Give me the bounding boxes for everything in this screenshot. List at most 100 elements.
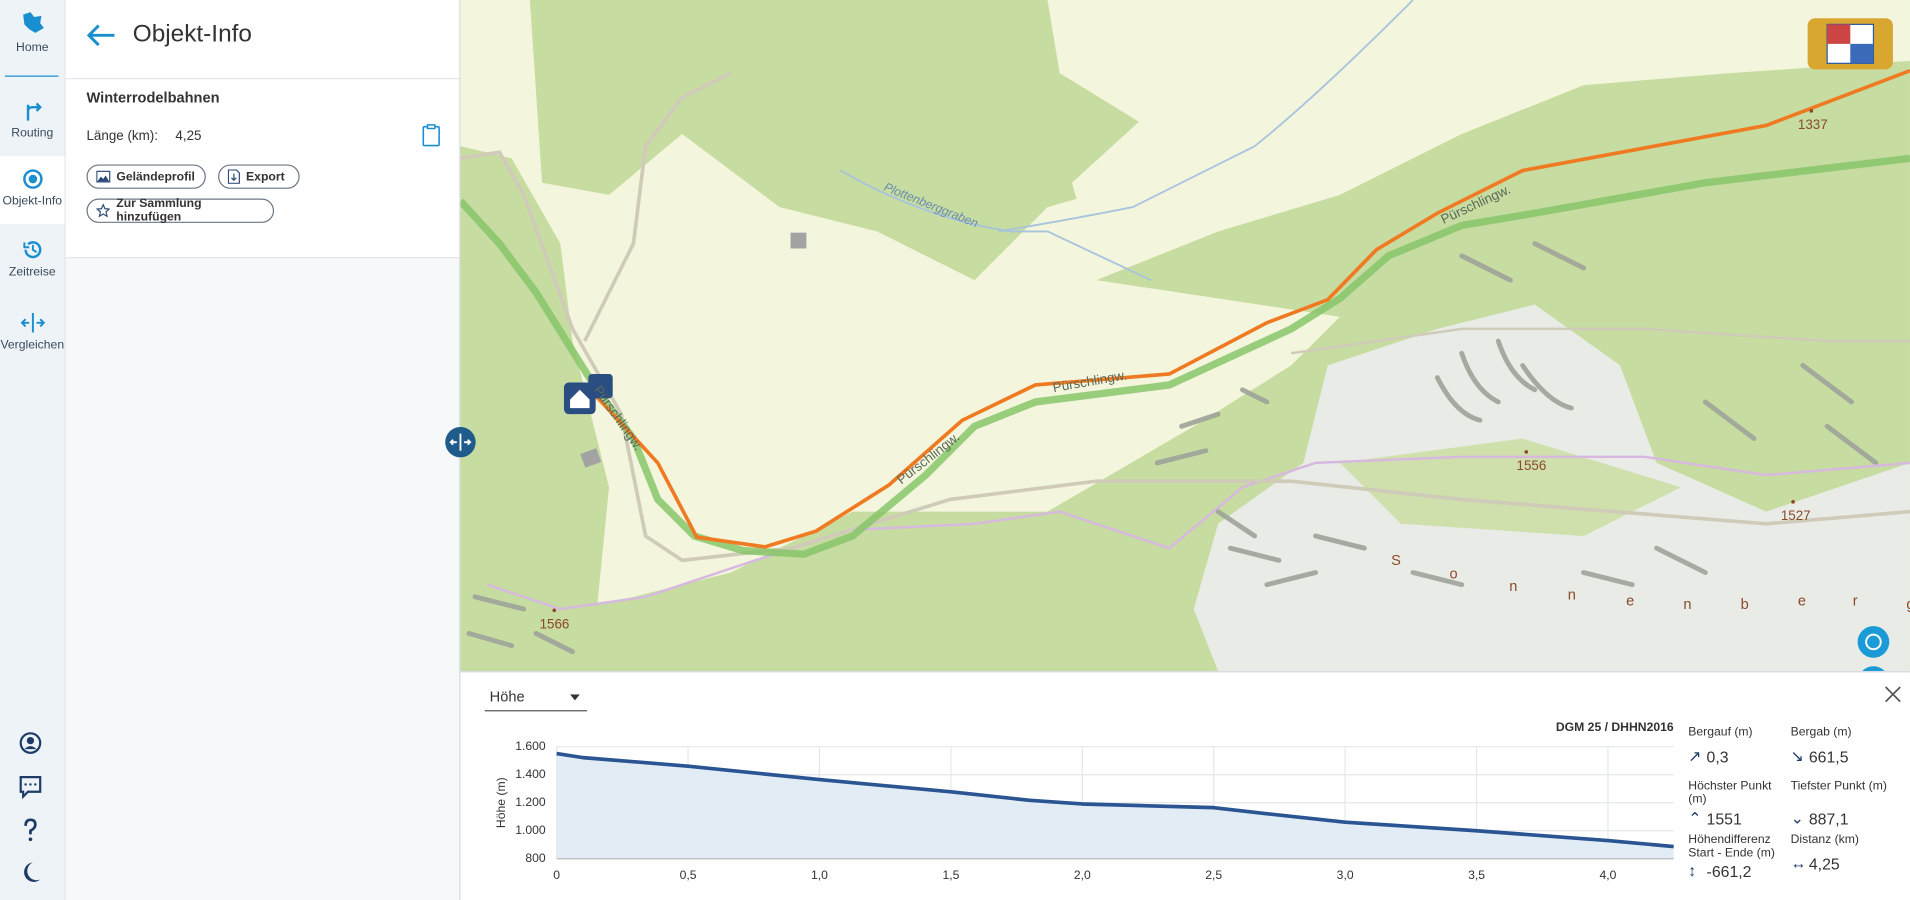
nav-label: Vergleichen xyxy=(0,338,65,353)
x-tick-label: 3,5 xyxy=(1468,868,1485,882)
x-tick-label: 1,5 xyxy=(942,868,959,882)
sled-track[interactable] xyxy=(460,154,1910,558)
elevation-chart: 800 1.000 1.200 1.400 1.600 0 0,5 1,0 1,5 2,0 2,5 3… xyxy=(494,739,1674,882)
stat-label: Höchster Punkt (m) xyxy=(1688,779,1772,807)
x-tick-label: 0,5 xyxy=(680,868,697,882)
y-tick-label: 1.000 xyxy=(515,823,546,837)
rock-hatching xyxy=(466,241,1879,655)
route[interactable] xyxy=(583,68,1910,549)
letter: g xyxy=(1906,597,1910,613)
stat-icon: ⌃ xyxy=(1688,808,1702,828)
y-tick-label: 800 xyxy=(525,851,546,865)
divider xyxy=(65,77,460,80)
button-label: Zur Sammlung hinzufügen xyxy=(116,197,202,225)
stat-label: Distanz (km) xyxy=(1790,833,1859,847)
letter: n xyxy=(1683,597,1691,613)
nav-objekt-info[interactable]: Objekt-Info xyxy=(0,155,65,225)
peak-labels: 1556 1527 1566 1337 xyxy=(540,117,1828,631)
nav-routing[interactable]: Routing xyxy=(0,97,65,151)
account-icon[interactable] xyxy=(19,732,42,754)
stat-label: Tiefster Punkt (m) xyxy=(1790,779,1887,793)
x-tick-label: 1,0 xyxy=(811,868,828,882)
x-tick-label: 0 xyxy=(553,868,560,882)
nav-home[interactable]: Home xyxy=(0,10,65,76)
panel-title: Objekt-Info xyxy=(132,20,252,48)
info-icon xyxy=(22,169,43,189)
peak-markers xyxy=(552,109,1814,613)
nav-zeitreise[interactable]: Zeitreise xyxy=(0,239,65,293)
length-value: 4,25 xyxy=(175,129,202,144)
close-button[interactable] xyxy=(1884,686,1901,703)
compare-icon xyxy=(19,313,45,333)
letter: S xyxy=(1391,553,1401,569)
peak-label: 1337 xyxy=(1798,117,1828,132)
stat-value: 887,1 xyxy=(1808,810,1849,829)
feedback-icon[interactable] xyxy=(19,776,42,800)
terrain-profile-button[interactable]: Geländeprofil xyxy=(86,164,206,189)
stat-icon: ⌄ xyxy=(1790,808,1804,828)
button-label: Export xyxy=(246,169,285,184)
back-button[interactable] xyxy=(85,22,117,49)
stat-icon: ↗ xyxy=(1688,746,1702,765)
object-name: Winterrodelbahnen xyxy=(86,88,220,106)
stat-value: 0,3 xyxy=(1706,747,1729,767)
nav-label: Home xyxy=(16,41,49,55)
letter: n xyxy=(1509,579,1517,595)
area-label: S o n n e n b e r g xyxy=(1391,553,1910,613)
nav-bottom-icons xyxy=(19,732,42,882)
dropdown-arrow[interactable] xyxy=(570,694,580,701)
nav-vergleichen[interactable]: Vergleichen xyxy=(0,312,65,366)
x-tick-label: 4,0 xyxy=(1600,868,1617,882)
peak-label: 1566 xyxy=(540,617,570,632)
y-tick-label: 1.400 xyxy=(515,767,546,781)
home-icon xyxy=(22,12,44,33)
stat-icon: ↔ xyxy=(1790,853,1807,873)
x-tick-label: 2,0 xyxy=(1074,868,1091,882)
nav-label: Zeitreise xyxy=(8,265,56,279)
help-icon[interactable] xyxy=(24,818,37,842)
history-icon xyxy=(22,241,41,259)
nav-label: Routing xyxy=(11,126,54,141)
peak-label: 1556 xyxy=(1517,458,1547,473)
map-canvas: 1556 1527 1566 1337 Pürschlingw. Pürschl… xyxy=(460,0,1910,672)
export-button[interactable]: Export xyxy=(218,164,300,189)
button-label: Geländeprofil xyxy=(116,169,195,184)
data-source: DGM 25 / DHHN2016 xyxy=(1555,721,1674,735)
letter: e xyxy=(1798,593,1806,609)
letter: n xyxy=(1568,587,1576,603)
stat-value: 4,25 xyxy=(1808,855,1840,874)
length-label: Länge (km): xyxy=(86,129,158,144)
map[interactable]: 1556 1527 1566 1337 Pürschlingw. Pürschl… xyxy=(460,0,1910,672)
copy-button[interactable] xyxy=(421,123,440,147)
elevation-line xyxy=(556,751,1674,849)
coat-of-arms xyxy=(1807,18,1893,70)
stat-label: Bergab (m) xyxy=(1790,725,1852,740)
forest xyxy=(529,0,1146,281)
nav-bar: Home Routing Objekt-Info Zeitreise Vergl… xyxy=(0,0,66,900)
profile-dropdown[interactable]: Höhe xyxy=(489,688,525,706)
letter: b xyxy=(1741,597,1749,613)
routing-icon xyxy=(26,102,42,121)
y-axis-title: Höhe (m) xyxy=(494,777,508,828)
nav-divider xyxy=(4,75,59,77)
letter: o xyxy=(1450,567,1458,583)
theme-icon[interactable] xyxy=(24,862,41,882)
stat-icon: ↘ xyxy=(1790,746,1804,765)
stat-value: 1551 xyxy=(1706,810,1742,829)
stat-label: Höhendifferenz Start - Ende (m) xyxy=(1688,833,1775,860)
image-icon xyxy=(96,170,111,183)
locate-button[interactable] xyxy=(1857,626,1890,658)
stat-icon: ↕ xyxy=(1688,861,1697,880)
nav-label: Objekt-Info xyxy=(2,194,63,209)
forest xyxy=(460,146,610,634)
panel-content: Objekt-Info Winterrodelbahnen Länge (km)… xyxy=(65,0,460,259)
y-tick-label: 1.600 xyxy=(515,739,546,753)
split-handle[interactable] xyxy=(445,426,477,458)
stat-value: -661,2 xyxy=(1706,862,1752,881)
x-tick-label: 3,0 xyxy=(1337,868,1354,882)
add-to-collection-button[interactable]: Zur Sammlung hinzufügen xyxy=(86,197,275,225)
stat-label: Bergauf (m) xyxy=(1688,725,1753,740)
profile-panel: Höhe DGM 25 / DHHN2016 800 1.000 1.200 1.40… xyxy=(460,671,1910,900)
